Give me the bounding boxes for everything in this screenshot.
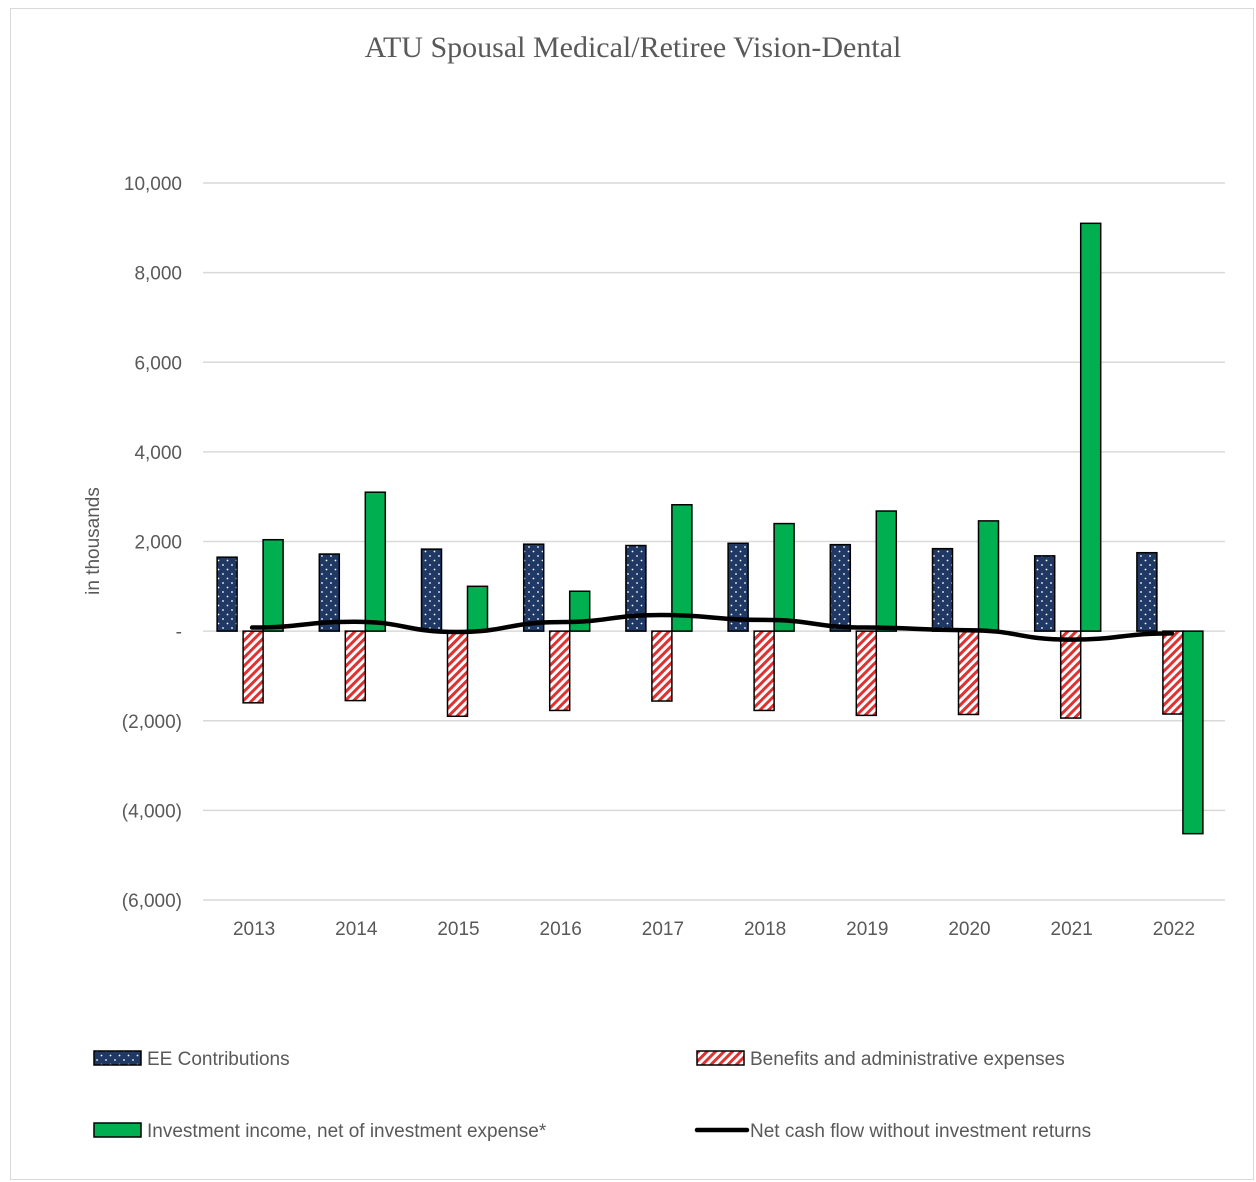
legend-swatch — [93, 1050, 142, 1066]
bar-dots-2022 — [1136, 551, 1158, 632]
y-tick-label: 6,000 — [134, 353, 182, 374]
bar-diagonal-hatch-2018 — [753, 630, 775, 712]
bar-diagonal-hatch-2019 — [855, 630, 878, 717]
y-tick-label: 10,000 — [124, 174, 182, 195]
bar-dots-2013 — [216, 556, 238, 632]
bar-dots-2020 — [931, 547, 954, 632]
net-cash-flow-line — [249, 612, 1175, 642]
x-tick-label: 2022 — [1153, 919, 1195, 940]
bar-solid-2017 — [671, 504, 693, 632]
bar-solid-2013 — [262, 538, 284, 632]
y-axis-label: in thousands — [83, 487, 104, 595]
bar-solid-2022 — [1182, 630, 1204, 835]
y-tick-label: - — [176, 622, 182, 643]
bar-solid-2020 — [977, 520, 1000, 632]
bar-diagonal-hatch-2013 — [242, 630, 264, 704]
x-tick-label: 2015 — [437, 919, 479, 940]
bar-dots-2015 — [420, 548, 443, 632]
chart-title: ATU Spousal Medical/Retiree Vision-Denta… — [365, 31, 902, 64]
legend-label: Net cash flow without investment returns — [750, 1121, 1091, 1142]
bar-diagonal-hatch-2016 — [548, 630, 571, 712]
bars — [216, 222, 1204, 835]
legend-swatch — [93, 1122, 142, 1138]
x-tick-label: 2021 — [1051, 919, 1093, 940]
bar-diagonal-hatch-2021 — [1059, 630, 1082, 719]
y-tick-label: (4,000) — [122, 801, 182, 822]
y-tick-label: 2,000 — [134, 533, 182, 554]
x-tick-label: 2017 — [642, 919, 684, 940]
net-cash-flow-line-group — [249, 612, 1175, 642]
bar-dots-2014 — [318, 553, 341, 632]
legend: EE Contributions Benefits and administrat… — [93, 1049, 1091, 1142]
bar-diagonal-hatch-2015 — [446, 630, 469, 718]
x-tick-label: 2018 — [744, 919, 786, 940]
x-tick-label: 2020 — [948, 919, 990, 940]
bar-dots-2021 — [1033, 555, 1056, 632]
bar-solid-2016 — [568, 590, 591, 632]
bar-diagonal-hatch-2020 — [957, 630, 980, 716]
legend-label: Investment income, net of investment exp… — [147, 1121, 547, 1142]
x-tick-labels: 2013 2014 2015 2016 2017 2018 2019 2020 2021 2022 — [233, 919, 1195, 940]
y-tick-label: 8,000 — [134, 264, 182, 285]
y-tick-label: (2,000) — [122, 712, 182, 733]
bar-diagonal-hatch-2014 — [344, 630, 367, 702]
legend-label: EE Contributions — [147, 1049, 290, 1070]
legend-swatch — [696, 1050, 745, 1066]
bar-diagonal-hatch-2017 — [651, 630, 673, 702]
bar-dots-2018 — [727, 542, 749, 632]
x-tick-label: 2013 — [233, 919, 275, 940]
gridlines — [203, 182, 1225, 901]
bar-diagonal-hatch-2022 — [1162, 630, 1184, 715]
bar-solid-2014 — [364, 491, 387, 632]
legend-label: Benefits and administrative expenses — [750, 1049, 1065, 1070]
bar-solid-2021 — [1079, 222, 1102, 632]
x-tick-label: 2016 — [540, 919, 582, 940]
x-tick-label: 2019 — [846, 919, 888, 940]
x-tick-label: 2014 — [335, 919, 378, 940]
y-tick-labels: 10,000 8,000 6,000 4,000 2,000 - (2,000) (4,000… — [122, 174, 182, 912]
y-tick-label: 4,000 — [134, 443, 182, 464]
bar-solid-2015 — [466, 585, 489, 632]
bar-dots-2016 — [522, 543, 545, 632]
bar-dots-2017 — [625, 544, 647, 632]
y-tick-label: (6,000) — [122, 891, 182, 912]
bar-solid-2018 — [773, 522, 795, 632]
bar-dots-2019 — [829, 543, 852, 632]
bar-solid-2019 — [875, 510, 898, 632]
